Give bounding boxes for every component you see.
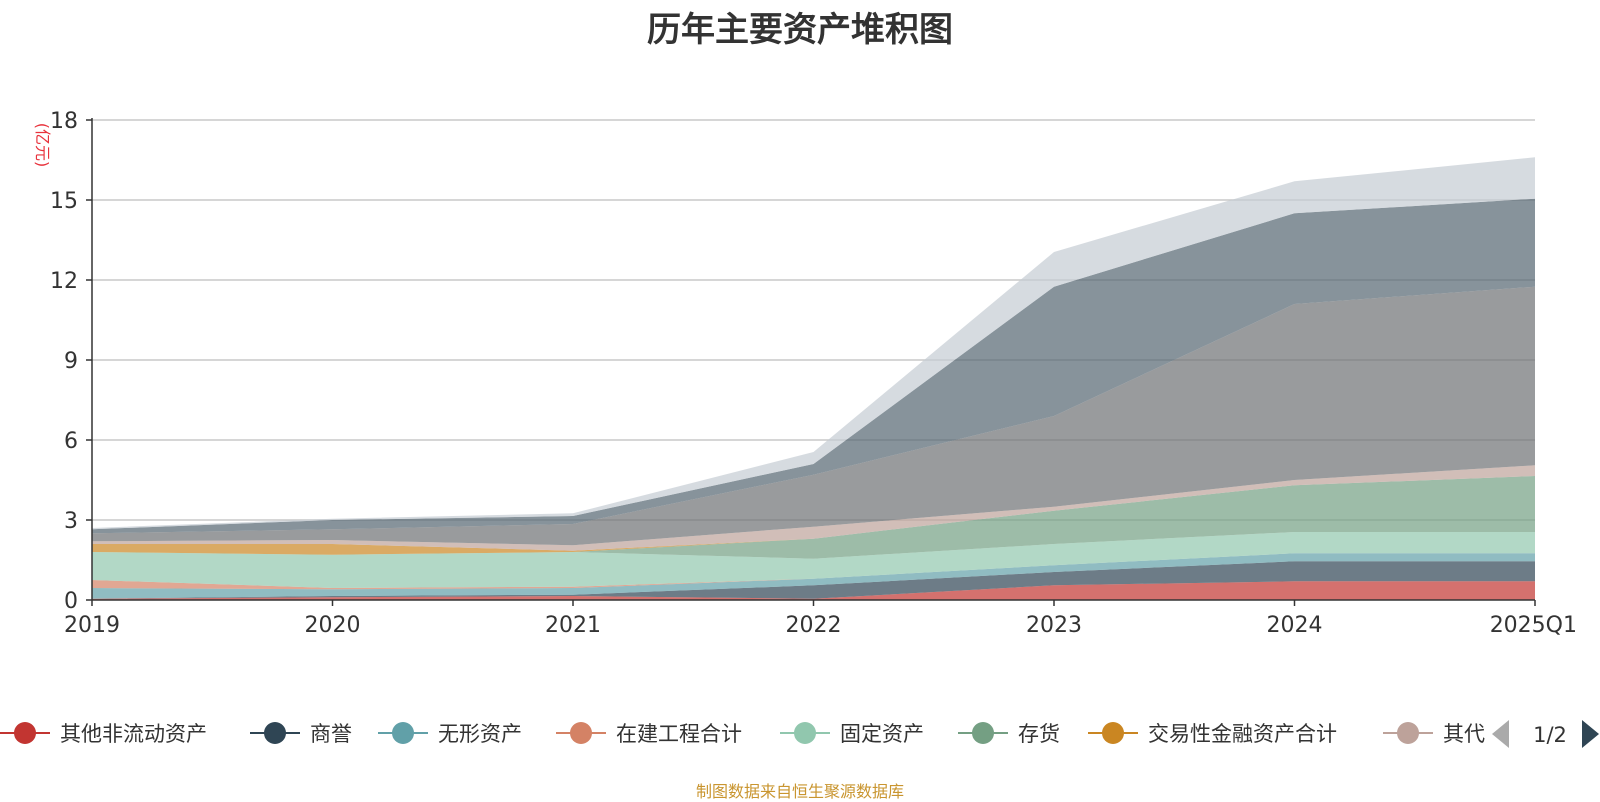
y-axis-unit-label: (亿元) — [33, 123, 52, 168]
area-应收账款[interactable] — [92, 198, 1535, 534]
x-tick-label: 2020 — [305, 613, 361, 638]
legend-label: 交易性金融资产合计 — [1148, 722, 1337, 746]
x-tick-label: 2022 — [786, 613, 842, 638]
legend-marker — [1397, 722, 1419, 744]
legend-page-indicator: 1/2 — [1533, 723, 1567, 747]
legend-item[interactable]: 商誉 — [250, 722, 352, 746]
stacked-area-chart: 0 3 6 9 12 15 18 2019 2020 2021 2022 2023 2024 2025Q1… — [0, 109, 1599, 748]
area-固定资产[interactable] — [92, 532, 1535, 588]
area-预付款项[interactable] — [92, 157, 1535, 530]
legend-item[interactable]: 其他非流动资产 — [0, 722, 207, 746]
legend-label: 其代 — [1443, 722, 1485, 746]
legend: 其他非流动资产 商誉 无形资产 在建工程合计 固定资产 存货 交易性金融资产合计 其代 1/2 — [0, 720, 1599, 748]
legend-marker — [392, 722, 414, 744]
legend-label: 在建工程合计 — [616, 722, 742, 746]
legend-item[interactable]: 无形资产 — [378, 722, 522, 746]
legend-marker — [570, 722, 592, 744]
legend-marker — [14, 722, 36, 744]
area-其他非流动资产[interactable] — [92, 581, 1535, 600]
area-无形资产[interactable] — [92, 553, 1535, 599]
legend-item[interactable]: 在建工程合计 — [556, 722, 742, 746]
x-tick-label: 2024 — [1267, 613, 1323, 638]
area-交易性金融资产合计[interactable] — [92, 476, 1535, 555]
legend-label: 其他非流动资产 — [60, 722, 207, 746]
x-tick-label: 2021 — [545, 613, 601, 638]
legend-item[interactable]: 固定资产 — [780, 722, 924, 746]
legend-marker — [972, 722, 994, 744]
legend-marker — [1102, 722, 1124, 744]
area-series — [92, 157, 1535, 600]
legend-marker — [794, 722, 816, 744]
data-source-note: 制图数据来自恒生聚源数据库 — [695, 782, 904, 801]
x-tick-label: 2023 — [1026, 613, 1082, 638]
legend-item[interactable]: 存货 — [958, 722, 1060, 746]
legend-marker — [264, 722, 286, 744]
legend-label: 商誉 — [310, 722, 352, 746]
legend-item[interactable]: 其代 — [1383, 722, 1485, 746]
area-存货[interactable] — [92, 476, 1535, 559]
y-tick-label: 18 — [50, 109, 78, 134]
legend-item[interactable]: 交易性金融资产合计 — [1088, 722, 1337, 746]
y-tick-label: 15 — [50, 189, 78, 214]
legend-prev-icon[interactable] — [1492, 720, 1509, 748]
legend-next-icon[interactable] — [1582, 720, 1599, 748]
area-货币资金[interactable] — [92, 286, 1535, 546]
y-tick-label: 6 — [64, 429, 78, 454]
area-在建工程合计[interactable] — [92, 553, 1535, 590]
x-tick-label: 2025Q1 — [1490, 613, 1577, 638]
legend-label: 固定资产 — [840, 722, 924, 746]
legend-label: 存货 — [1018, 722, 1060, 746]
y-tick-label: 0 — [64, 589, 78, 614]
area-商誉[interactable] — [92, 561, 1535, 599]
area-其他流动资产[interactable] — [92, 465, 1535, 551]
chart-title: 历年主要资产堆积图 — [647, 10, 953, 50]
y-tick-label: 12 — [50, 269, 78, 294]
axes: 0 3 6 9 12 15 18 2019 2020 2021 2022 2023 2024 2025Q1… — [33, 109, 1577, 638]
x-tick-label: 2019 — [64, 613, 120, 638]
legend-label: 无形资产 — [438, 722, 522, 746]
y-tick-label: 9 — [64, 349, 78, 374]
y-tick-label: 3 — [64, 509, 78, 534]
